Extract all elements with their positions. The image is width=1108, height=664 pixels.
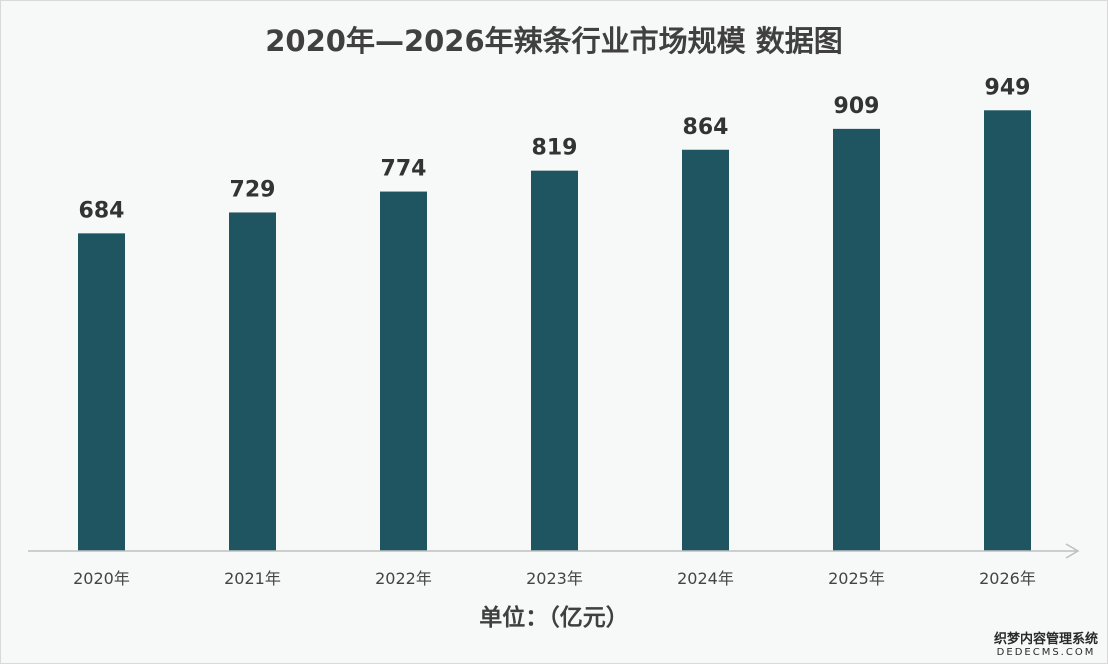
watermark-line-2: DEDECMS.COM	[996, 647, 1096, 658]
x-tick-label: 2024年	[677, 569, 734, 588]
value-label: 949	[985, 75, 1031, 100]
bar-2025年	[833, 128, 880, 551]
bar-2026年	[984, 110, 1031, 552]
x-tick-labels-group: 2020年 2021年 2022年 2023年 2024年 2025年 2026年	[73, 569, 1036, 588]
x-axis-arrow	[1065, 543, 1080, 559]
x-tick-label: 2023年	[526, 569, 583, 588]
bar-2022年	[380, 191, 427, 552]
unit-label: 单位：（亿元）	[479, 605, 629, 631]
watermark-line-1: 织梦内容管理系统	[993, 632, 1098, 647]
bar-2024年	[682, 149, 729, 551]
x-tick-label: 2026年	[979, 569, 1036, 588]
value-label: 684	[79, 198, 125, 223]
bar-2020年	[78, 233, 125, 551]
x-tick-label: 2021年	[224, 569, 281, 588]
value-label: 864	[683, 115, 729, 140]
chart-title: 2020年—2026年辣条行业市场规模 数据图	[265, 24, 843, 58]
x-tick-label: 2025年	[828, 569, 885, 588]
value-label: 729	[230, 177, 276, 202]
watermark-logo: 织梦内容管理系统 DEDECMS.COM	[990, 628, 1102, 658]
x-tick-label: 2020年	[73, 569, 130, 588]
value-labels-group: 684 729 774 819 864 909 949	[79, 75, 1031, 223]
value-label: 819	[532, 136, 578, 161]
bars-group	[78, 110, 1031, 552]
bar-2021年	[229, 212, 276, 551]
value-label: 774	[381, 157, 427, 182]
value-label: 909	[834, 94, 880, 119]
x-tick-label: 2022年	[375, 569, 432, 588]
bar-2023年	[531, 170, 578, 551]
